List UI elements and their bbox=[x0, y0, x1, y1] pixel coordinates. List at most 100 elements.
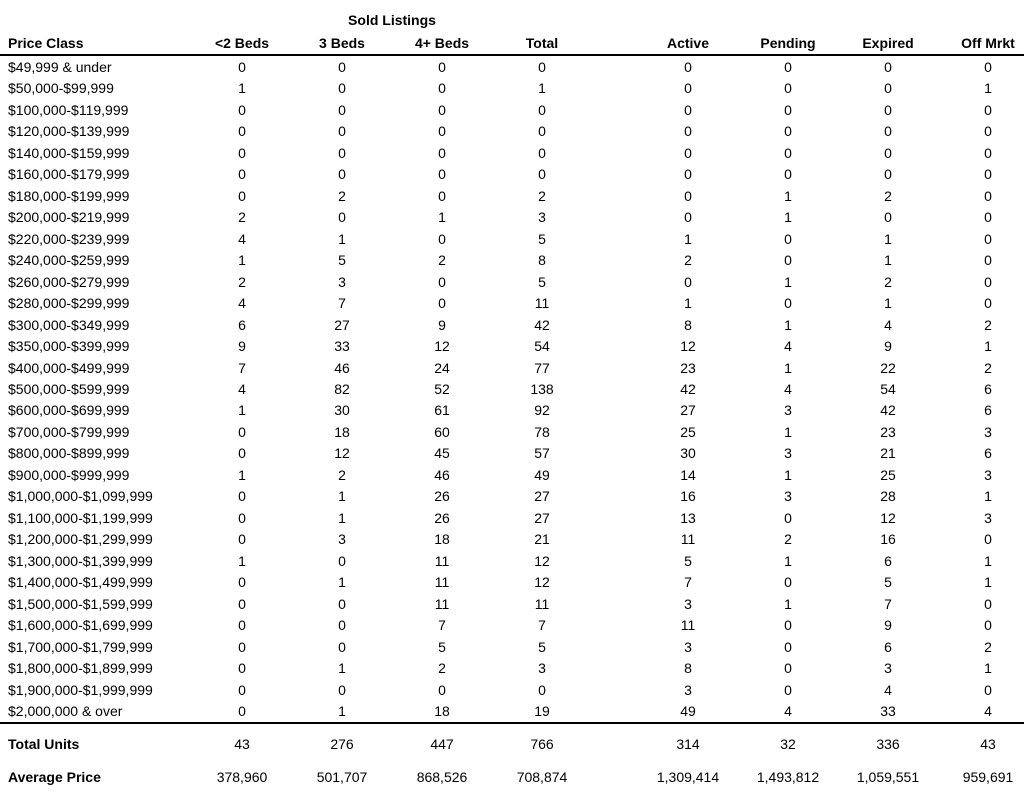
summary-label: Total Units bbox=[8, 736, 80, 752]
summary-cell: 43 bbox=[234, 736, 250, 752]
summary-cell: 1,309,414 bbox=[656, 769, 720, 785]
cell: 7 bbox=[238, 359, 246, 376]
cell: 0 bbox=[984, 187, 992, 204]
cell: 0 bbox=[984, 144, 992, 161]
row-label: $1,300,000-$1,399,999 bbox=[8, 552, 153, 569]
cell: 8 bbox=[538, 252, 546, 269]
cell: 0 bbox=[784, 660, 792, 677]
row-label: $1,100,000-$1,199,999 bbox=[8, 509, 153, 526]
cell: 0 bbox=[984, 681, 992, 698]
cell: 0 bbox=[438, 230, 446, 247]
cell: 0 bbox=[238, 531, 246, 548]
cell: 0 bbox=[538, 166, 546, 183]
cell: 1 bbox=[338, 703, 346, 719]
cell: 1 bbox=[884, 230, 892, 247]
cell: 2 bbox=[538, 187, 546, 204]
cell: 18 bbox=[334, 423, 350, 440]
cell: 0 bbox=[438, 187, 446, 204]
header-rule bbox=[0, 54, 1024, 56]
summary-cell: 501,707 bbox=[316, 769, 368, 785]
cell: 25 bbox=[680, 423, 696, 440]
cell: 138 bbox=[530, 381, 554, 397]
cell: 3 bbox=[784, 402, 792, 419]
cell: 0 bbox=[884, 144, 892, 161]
summary-cell: 378,960 bbox=[216, 769, 268, 785]
cell: 7 bbox=[884, 595, 892, 612]
cell: 0 bbox=[238, 144, 246, 161]
cell: 1 bbox=[984, 80, 992, 97]
cell: 0 bbox=[784, 101, 792, 118]
cell: 0 bbox=[684, 144, 692, 161]
summary-cell: 708,874 bbox=[516, 769, 568, 785]
cell: 24 bbox=[434, 359, 450, 376]
row-label: $350,000-$399,999 bbox=[8, 338, 130, 355]
column-header: Off Mrkt bbox=[961, 35, 1015, 51]
cell: 0 bbox=[238, 187, 246, 204]
cell: 0 bbox=[984, 101, 992, 118]
summary-cell: 276 bbox=[330, 736, 354, 752]
cell: 1 bbox=[884, 252, 892, 269]
cell: 3 bbox=[984, 423, 992, 440]
cell: 1 bbox=[984, 552, 992, 569]
cell: 42 bbox=[680, 381, 696, 397]
column-header: Price Class bbox=[8, 35, 84, 51]
cell: 0 bbox=[984, 209, 992, 226]
summary-rule bbox=[0, 722, 1024, 724]
cell: 1 bbox=[684, 230, 692, 247]
cell: 77 bbox=[534, 359, 550, 376]
cell: 0 bbox=[784, 80, 792, 97]
cell: 0 bbox=[238, 595, 246, 612]
row-label: $300,000-$349,999 bbox=[8, 316, 130, 333]
cell: 0 bbox=[238, 445, 246, 462]
cell: 6 bbox=[238, 316, 246, 333]
cell: 1 bbox=[984, 660, 992, 677]
cell: 49 bbox=[680, 703, 696, 719]
column-header: <2 Beds bbox=[214, 35, 270, 51]
group-header: Sold Listings bbox=[348, 12, 436, 28]
cell: 5 bbox=[438, 638, 446, 655]
cell: 23 bbox=[680, 359, 696, 376]
cell: 4 bbox=[784, 381, 792, 397]
cell: 0 bbox=[884, 80, 892, 97]
row-label: $600,000-$699,999 bbox=[8, 402, 130, 419]
cell: 2 bbox=[438, 252, 446, 269]
cell: 4 bbox=[884, 681, 892, 698]
cell: 1 bbox=[784, 359, 792, 376]
cell: 0 bbox=[984, 59, 992, 75]
cell: 0 bbox=[438, 295, 446, 312]
cell: 22 bbox=[880, 359, 896, 376]
cell: 1 bbox=[338, 574, 346, 591]
cell: 0 bbox=[438, 123, 446, 140]
cell: 3 bbox=[338, 273, 346, 290]
cell: 0 bbox=[338, 681, 346, 698]
cell: 4 bbox=[238, 295, 246, 312]
cell: 0 bbox=[438, 681, 446, 698]
cell: 1 bbox=[238, 402, 246, 419]
cell: 33 bbox=[880, 703, 896, 719]
summary-cell: 766 bbox=[530, 736, 554, 752]
cell: 11 bbox=[680, 617, 696, 634]
cell: 0 bbox=[338, 552, 346, 569]
cell: 0 bbox=[238, 488, 246, 505]
cell: 14 bbox=[680, 466, 696, 483]
cell: 1 bbox=[784, 209, 792, 226]
cell: 3 bbox=[684, 638, 692, 655]
cell: 0 bbox=[784, 59, 792, 75]
cell: 1 bbox=[884, 295, 892, 312]
cell: 0 bbox=[984, 617, 992, 634]
cell: 2 bbox=[984, 359, 992, 376]
cell: 52 bbox=[434, 381, 450, 397]
cell: 12 bbox=[680, 338, 696, 355]
cell: 0 bbox=[884, 123, 892, 140]
cell: 0 bbox=[784, 574, 792, 591]
cell: 3 bbox=[538, 209, 546, 226]
cell: 6 bbox=[984, 402, 992, 419]
cell: 0 bbox=[884, 209, 892, 226]
cell: 0 bbox=[438, 273, 446, 290]
cell: 26 bbox=[434, 509, 450, 526]
cell: 1 bbox=[984, 488, 992, 505]
cell: 5 bbox=[884, 574, 892, 591]
cell: 0 bbox=[238, 574, 246, 591]
cell: 0 bbox=[784, 166, 792, 183]
